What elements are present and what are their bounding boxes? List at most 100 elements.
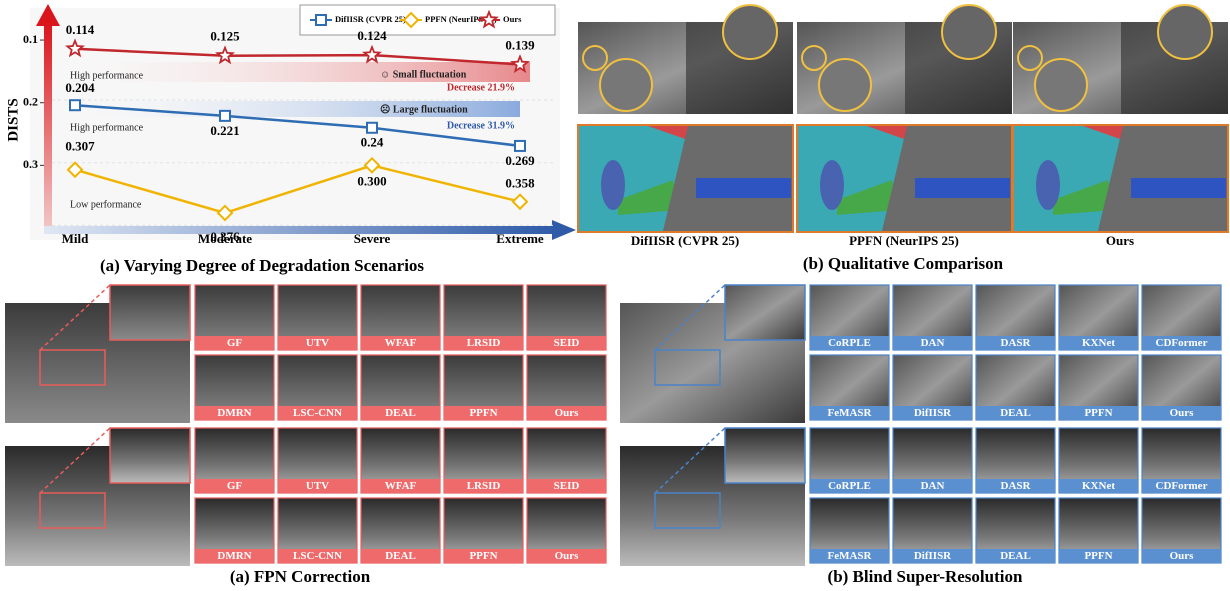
label-strip [810,406,889,420]
legend-label: PPFN (NeurIPS 25) [425,14,497,24]
method-label: Ours [1170,550,1195,562]
method-label: DASR [1001,480,1032,492]
value-label: 0.125 [210,29,240,44]
method-label: LSC-CNN [293,550,342,562]
overlay [915,178,1010,198]
marker [66,161,84,179]
marker [366,121,378,134]
method-label: LRSID [467,480,501,492]
method-label: PPFN [1084,407,1112,419]
annotation: ☺ Small fluctuation [380,69,467,80]
label-strip [278,479,357,493]
value-label: 0.300 [357,173,386,188]
qualitative-panel: DifIISR (CVPR 25) PPFN (NeurIPS 25) Ours [577,4,1229,248]
label-strip [195,549,274,563]
zoom-circle [801,45,827,71]
label-strip [278,406,357,420]
method-label: PPFN (NeurIPS 25) [849,233,959,248]
label-strip [976,406,1055,420]
grids: GF UTV WFAF LRSID SEID DMRN LSC-CNN DEAL PPFN Our… [5,284,1222,566]
marker [362,44,382,64]
line [74,164,521,215]
label-strip [1059,336,1138,350]
label-strip [361,336,440,350]
zoom-circle [582,45,608,71]
method-label: LRSID [467,337,501,349]
method-label: DEAL [385,407,416,419]
label-strip [278,336,357,350]
zoom-line [39,427,111,494]
label-strip [1142,406,1221,420]
method-label: DifIISR (CVPR 25) [631,233,739,248]
line [74,103,521,148]
label-strip [527,406,606,420]
method-label: UTV [306,337,329,349]
segment [1036,160,1060,210]
roi-box [39,492,106,529]
label-strip [527,336,606,350]
caption: (b) Qualitative Comparison [803,254,1004,273]
method-label: DEAL [385,550,416,562]
zoom-circle [599,58,653,112]
x-axis [44,226,556,234]
method-label: DAN [921,480,945,492]
label-strip [893,549,972,563]
method-label: DASR [1001,337,1032,349]
segment [1083,126,1123,140]
method-label: Ours [1170,407,1195,419]
label-strip [195,336,274,350]
label-strip [1142,479,1221,493]
method-label: UTV [306,480,329,492]
method-label: Ours [555,407,580,419]
method-label: CDFormer [1156,480,1208,492]
label-strip [444,336,523,350]
zoom-line [654,427,726,494]
annotation: Decrease 31.9% [447,120,515,131]
method-label: WFAF [385,337,417,349]
method-label: CoRPLE [828,337,871,349]
legend-label: DifIISR (CVPR 25) [335,14,406,24]
x-tick-label: Extreme [496,231,544,246]
zoom-line [39,284,111,351]
value-label: 0.139 [505,37,535,52]
chart: 0.1 0.2 0.3 Mild Moderate Severe Extreme 0.204 0… [23,9,555,246]
caption: (a) FPN Correction [230,567,371,586]
marker [65,38,85,58]
label-strip [976,336,1055,350]
x-tick-label: Mild [62,231,89,246]
y-axis [44,22,52,232]
label-strip [527,549,606,563]
value-label: 0.269 [505,153,535,168]
label-strip [278,549,357,563]
value-label: 0.307 [65,139,95,154]
value-label: 0.124 [357,28,387,43]
method-label: DMRN [217,407,251,419]
zoom-circle [1157,4,1213,60]
zoom-inset [109,427,191,484]
method-label: DEAL [1000,550,1031,562]
marker [514,139,526,152]
y-tick-label: 0.3 [23,157,38,171]
caption: (a) Varying Degree of Degradation Scenar… [100,256,424,275]
method-label: Ours [555,550,580,562]
method-label: FeMASR [828,407,873,419]
line [74,47,521,66]
segment [648,126,688,140]
zoom-circle [818,58,872,112]
y-tick-label: 0.2 [23,94,38,108]
marker [216,204,234,222]
label-strip [527,479,606,493]
segment [1053,180,1113,215]
zoom-circle [1017,45,1043,71]
label-strip [976,549,1055,563]
label-strip [361,406,440,420]
zoom-inset [109,284,191,341]
x-tick-label: Severe [354,231,391,246]
marker [219,109,231,122]
zoom-inset [724,284,806,341]
label-strip [195,479,274,493]
annotation: High performance [70,70,144,81]
label-strip [195,406,274,420]
label-strip [810,549,889,563]
